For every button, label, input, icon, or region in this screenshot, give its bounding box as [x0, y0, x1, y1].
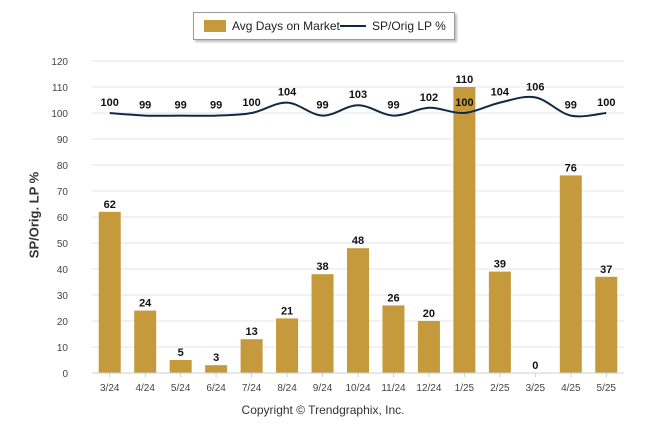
y-tick-label: 110 [52, 83, 68, 94]
x-tick-label: 4/24 [135, 383, 155, 394]
line-value-label: 100 [101, 97, 119, 109]
x-tick-label: 11/24 [381, 383, 406, 394]
line-series [109, 95, 607, 118]
y-axis-title-text: SP/Orig. LP % [26, 171, 42, 259]
legend-item-bar: Avg Days on Market [204, 19, 340, 33]
legend-item-line: SP/Orig LP % [340, 19, 446, 33]
bars [98, 87, 618, 373]
bar-value-label: 38 [316, 261, 328, 273]
line-value-label: 99 [175, 100, 187, 112]
line-value-label: 99 [316, 100, 328, 112]
x-tick-label: 7/24 [242, 383, 262, 394]
bar [488, 271, 511, 373]
x-tick-label: 1/25 [455, 383, 475, 394]
legend: Avg Days on Market SP/Orig LP % [193, 12, 455, 40]
y-tick-label: 20 [57, 317, 69, 328]
line-value-label: 100 [597, 97, 615, 109]
bar-value-label: 0 [532, 360, 538, 372]
x-tick-label: 3/25 [526, 383, 546, 394]
bar-value-label: 13 [245, 326, 257, 338]
bar [595, 276, 618, 373]
y-tick-label: 60 [57, 213, 69, 224]
y-tick-label: 120 [51, 57, 68, 68]
copyright-footer: Copyright © Trendgraphix, Inc. [241, 403, 405, 417]
y-tick-label: 100 [51, 109, 68, 120]
x-tick-label: 5/25 [597, 383, 617, 394]
legend-label-bar: Avg Days on Market [232, 19, 340, 33]
bar [453, 87, 476, 373]
y-tick-label: 10 [57, 343, 69, 354]
bar-value-label: 76 [565, 162, 577, 174]
line-value-label: 100 [242, 97, 260, 109]
bar-value-label: 48 [352, 235, 364, 247]
line-value-label: 103 [349, 89, 367, 101]
line-value-label: 102 [420, 92, 438, 104]
line-value-label: 106 [526, 81, 544, 93]
bar [382, 305, 405, 373]
bar [169, 360, 192, 373]
legend-line-swatch [340, 25, 366, 27]
x-tick-label: 10/24 [345, 383, 370, 394]
bar [276, 318, 299, 373]
x-tick-label: 8/24 [277, 383, 297, 394]
data-labels: 62 24 5 3 13 21 38 48 26 20 110 39 0 76 37 100 99 99 99 100… [101, 74, 616, 372]
bar-value-label: 24 [139, 298, 152, 310]
bar [134, 310, 157, 373]
bar-value-label: 62 [104, 199, 116, 211]
line-value-label: 100 [455, 97, 473, 109]
y-tick-label: 90 [57, 135, 69, 146]
y-tick-label: 0 [62, 369, 68, 380]
bar [240, 339, 263, 373]
legend-label-line: SP/Orig LP % [372, 19, 446, 33]
x-tick-label: 12/24 [416, 383, 441, 394]
y-axis-title: SP/Orig. LP % [4, 140, 64, 290]
x-tick-label: 2/25 [490, 383, 510, 394]
bar [347, 248, 369, 373]
bar [205, 365, 228, 373]
line-value-label: 104 [278, 87, 297, 99]
bar [417, 321, 440, 373]
line-value-label: 104 [491, 87, 510, 99]
bar-value-label: 110 [456, 74, 474, 86]
bar [98, 211, 121, 373]
bar-value-label: 5 [178, 347, 184, 359]
bar-value-label: 37 [600, 264, 612, 276]
y-tick-label: 70 [57, 187, 69, 198]
bar [559, 175, 582, 373]
line-value-label: 99 [387, 100, 399, 112]
y-tick-label: 50 [57, 239, 69, 250]
line-value-label: 99 [139, 100, 151, 112]
bar-value-label: 26 [387, 292, 399, 304]
x-tick-label: 5/24 [171, 383, 191, 394]
y-tick-label: 80 [57, 161, 69, 172]
x-tick-label: 3/24 [100, 383, 120, 394]
bar-value-label: 39 [494, 259, 506, 271]
bar-value-label: 3 [213, 352, 219, 364]
bar-value-label: 20 [423, 308, 435, 320]
x-tick-label: 9/24 [313, 383, 333, 394]
legend-bar-swatch [204, 20, 226, 32]
bar-value-label: 21 [281, 305, 293, 317]
bar [311, 274, 334, 373]
x-tick-label: 6/24 [206, 383, 226, 394]
y-tick-label: 40 [57, 265, 69, 276]
x-tick-label: 4/25 [561, 383, 581, 394]
line-value-label: 99 [565, 100, 577, 112]
y-tick-label: 30 [57, 291, 69, 302]
line-value-label: 99 [210, 100, 222, 112]
